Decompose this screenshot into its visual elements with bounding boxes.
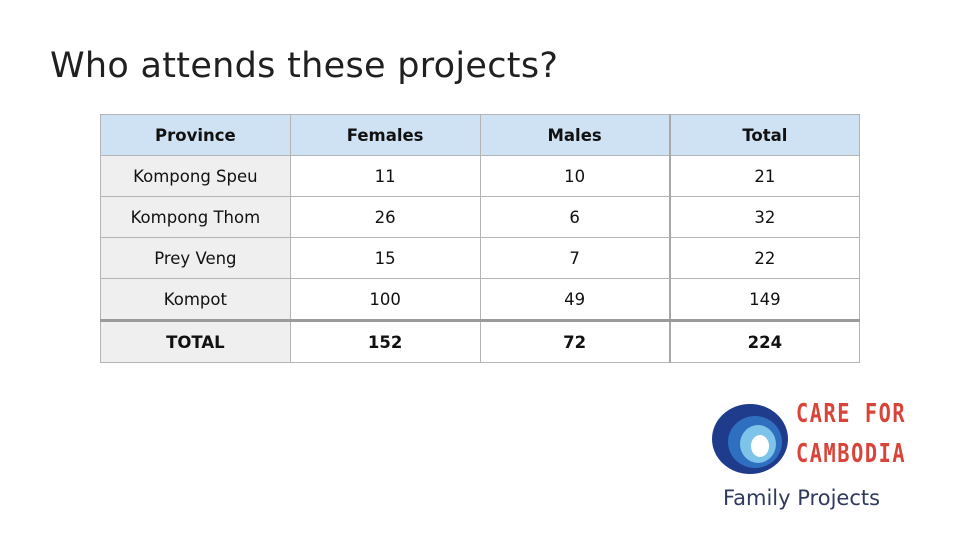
- total-cell: 21: [669, 155, 860, 197]
- table-row: Kompong Speu 11 10 21: [100, 155, 860, 197]
- header-females: Females: [289, 114, 481, 156]
- logo-line-1: CARE FOR: [796, 399, 907, 429]
- total-females-cell: 152: [289, 319, 481, 363]
- females-cell: 15: [289, 237, 481, 279]
- care-for-cambodia-logo: CARE FOR CAMBODIA: [708, 394, 928, 484]
- logo-subtitle: Family Projects: [723, 486, 881, 510]
- males-cell: 7: [479, 237, 671, 279]
- logo-ring-center: [751, 435, 769, 457]
- table-total-row: TOTAL 152 72 224: [100, 319, 860, 363]
- table-row: Kompot 100 49 149: [100, 278, 860, 321]
- province-cell: Kompot: [100, 278, 291, 321]
- total-cell: 32: [669, 196, 860, 238]
- males-cell: 10: [479, 155, 671, 197]
- males-cell: 49: [479, 278, 671, 321]
- total-cell: 149: [669, 278, 860, 321]
- header-males: Males: [479, 114, 671, 156]
- province-cell: Prey Veng: [100, 237, 291, 279]
- males-cell: 6: [479, 196, 671, 238]
- table-row: Kompong Thom 26 6 32: [100, 196, 860, 238]
- table-header-row: Province Females Males Total: [100, 114, 860, 156]
- females-cell: 100: [289, 278, 481, 321]
- attendance-table: Province Females Males Total Kompong Spe…: [100, 114, 860, 363]
- slide-title: Who attends these projects?: [50, 46, 559, 86]
- logo-line-2: CAMBODIA: [796, 439, 907, 469]
- header-total: Total: [669, 114, 860, 156]
- province-cell: Kompong Speu: [100, 155, 291, 197]
- total-label-cell: TOTAL: [100, 319, 291, 363]
- total-males-cell: 72: [479, 319, 671, 363]
- females-cell: 26: [289, 196, 481, 238]
- logo-rings-icon: [712, 404, 788, 474]
- header-province: Province: [100, 114, 291, 156]
- province-cell: Kompong Thom: [100, 196, 291, 238]
- table-row: Prey Veng 15 7 22: [100, 237, 860, 279]
- females-cell: 11: [289, 155, 481, 197]
- logo-wordmark: CARE FOR CAMBODIA: [796, 394, 907, 474]
- total-cell: 22: [669, 237, 860, 279]
- grand-total-cell: 224: [669, 319, 860, 363]
